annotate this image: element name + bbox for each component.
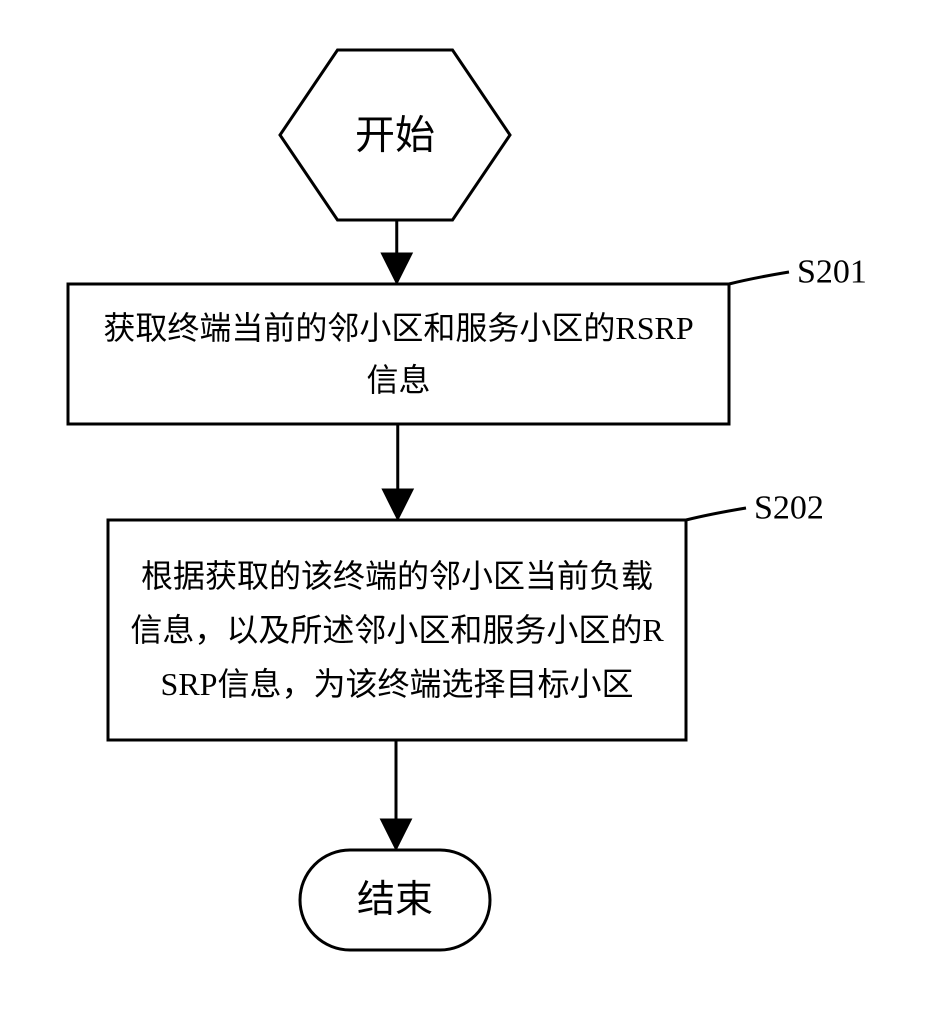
s201-line-1: 信息	[366, 362, 430, 398]
s202-line-0: 根据获取的该终端的邻小区当前负载	[141, 558, 653, 594]
s202-line-2: SRP信息，为该终端选择目标小区	[161, 666, 634, 702]
s202-leader	[686, 508, 746, 520]
s202-line-1: 信息，以及所述邻小区和服务小区的R	[130, 612, 664, 648]
end-label: 结束	[357, 879, 433, 921]
s201-line-0: 获取终端当前的邻小区和服务小区的RSRP	[103, 310, 693, 346]
s201-box	[68, 284, 729, 424]
s202-step-label: S202	[754, 490, 824, 527]
s201-step-label: S201	[797, 254, 867, 291]
start-label: 开始	[355, 113, 435, 158]
s201-leader	[729, 272, 789, 284]
